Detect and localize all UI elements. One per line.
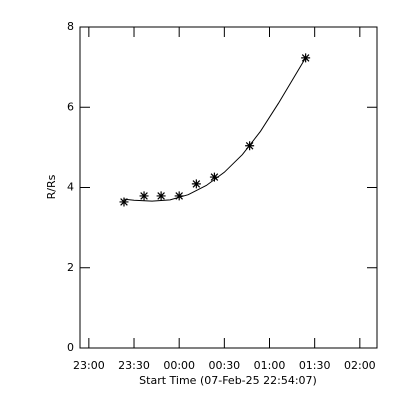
x-tick-label: 00:30 [208, 359, 240, 372]
x-tick-label: 23:30 [118, 359, 150, 372]
y-axis-label: R/Rs [45, 174, 58, 199]
data-point [139, 191, 149, 201]
data-point [301, 53, 311, 63]
data-point [156, 191, 166, 201]
fit-line [123, 57, 307, 202]
x-tick-label: 02:00 [344, 359, 376, 372]
plot-frame [79, 26, 378, 349]
y-tick-label: 6 [67, 100, 74, 113]
y-tick-label: 2 [67, 261, 74, 274]
x-axis-label: Start Time (07-Feb-25 22:54:07) [139, 374, 317, 387]
x-tick-label: 23:00 [73, 359, 105, 372]
y-tick-label: 4 [67, 181, 74, 194]
data-point [209, 172, 219, 182]
y-tick-label: 8 [67, 20, 74, 33]
x-tick-label: 01:00 [254, 359, 286, 372]
x-tick-label: 00:00 [163, 359, 195, 372]
data-point [174, 191, 184, 201]
data-point [119, 197, 129, 207]
x-tick-label: 01:30 [299, 359, 331, 372]
data-point [191, 179, 201, 189]
y-tick-label: 0 [67, 341, 74, 354]
